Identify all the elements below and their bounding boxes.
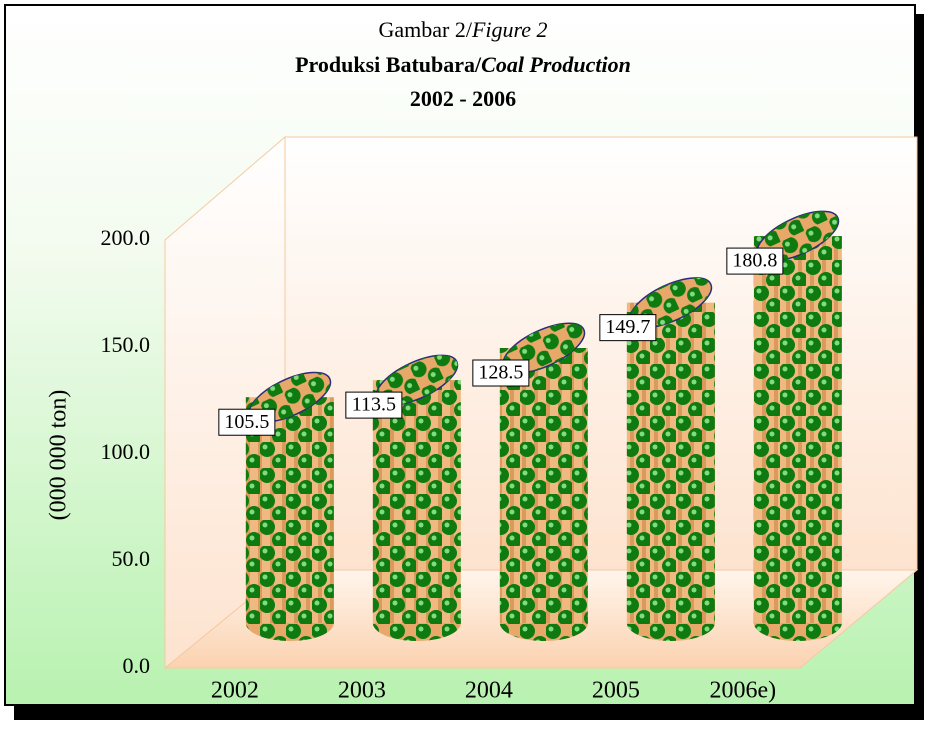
- cylinder-dots: [626, 302, 715, 623]
- cylinder-dots: [753, 236, 842, 623]
- period: 2002 - 2006: [410, 86, 516, 111]
- value-label-box: [218, 408, 276, 436]
- value-label: 180.8: [732, 250, 777, 272]
- value-label-box: [599, 314, 657, 342]
- x-tick-label: 2004: [465, 678, 513, 704]
- y-tick-label: 50.0: [112, 546, 151, 571]
- title: Gambar 2/Figure 2: [378, 17, 547, 42]
- cylinder: [499, 322, 588, 641]
- y-tick-label: 150.0: [101, 332, 151, 357]
- y-tick-label: 0.0: [123, 653, 151, 678]
- value-label-box: [472, 359, 530, 387]
- value-label: 149.7: [605, 316, 650, 338]
- subtitle-part: Produksi Batubara/: [295, 52, 482, 77]
- cylinder: [372, 354, 461, 641]
- cylinder-dots: [372, 380, 461, 623]
- cylinder: [245, 371, 334, 641]
- y-axis-label: (000 000 ton): [46, 390, 72, 521]
- x-tick-label: 2006e): [710, 678, 777, 704]
- value-label: 105.5: [224, 411, 269, 433]
- cylinder: [626, 277, 715, 641]
- y-tick-label: 100.0: [101, 439, 151, 464]
- value-label-box: [726, 247, 784, 275]
- cylinder: [753, 210, 842, 641]
- x-tick-label: 2005: [592, 678, 640, 704]
- subtitle: Produksi Batubara/Coal Production: [295, 52, 631, 77]
- cylinder-dots: [499, 348, 588, 623]
- value-label-box: [345, 391, 403, 419]
- x-tick-label: 2003: [338, 678, 386, 704]
- title-part: Figure 2: [471, 17, 548, 42]
- x-tick-label: 2002: [211, 678, 259, 704]
- y-tick-label: 200.0: [101, 225, 151, 250]
- title-part: Gambar 2/: [378, 17, 472, 42]
- subtitle-part: Coal Production: [481, 52, 631, 77]
- value-label: 113.5: [352, 394, 396, 416]
- value-label: 128.5: [478, 362, 523, 384]
